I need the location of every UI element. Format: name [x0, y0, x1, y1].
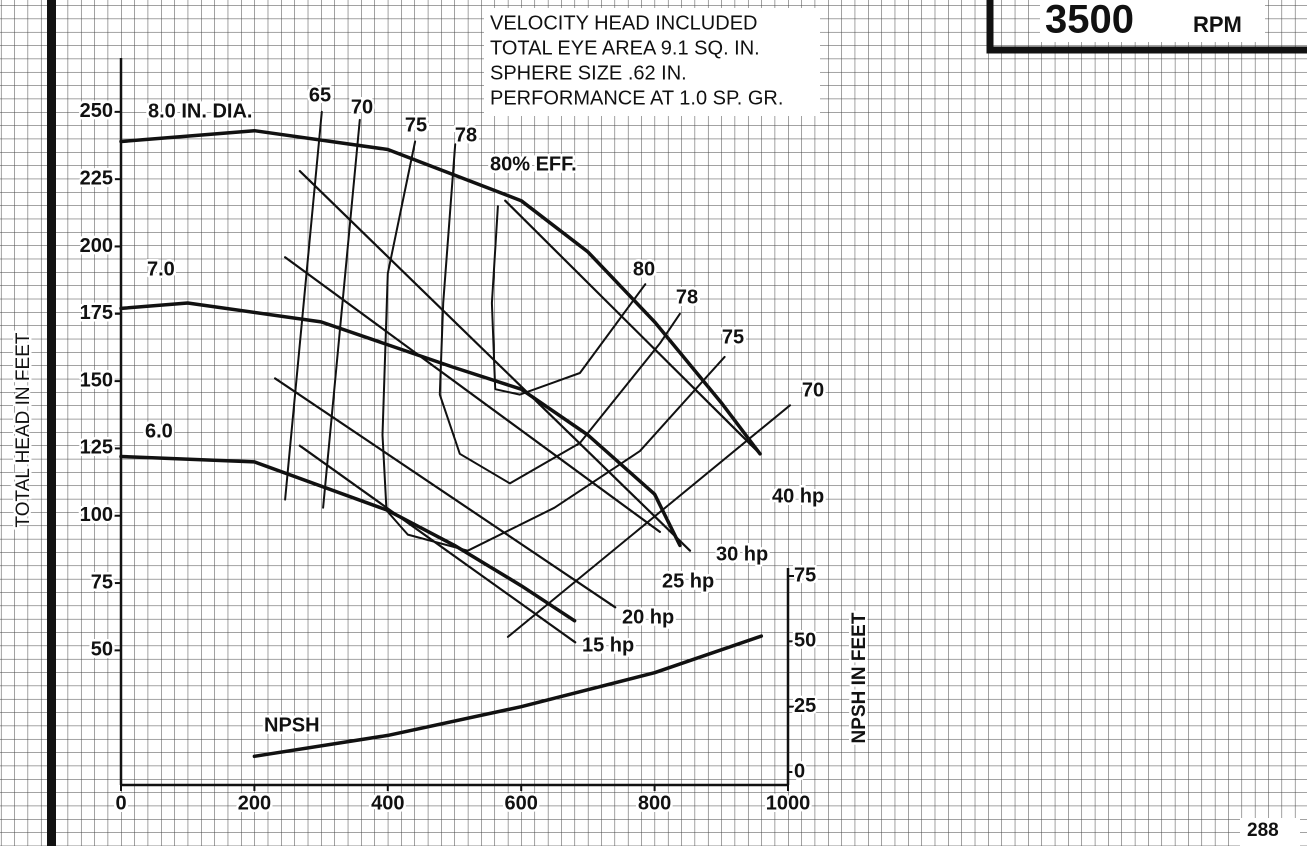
y-tick-label: 125 [80, 437, 113, 459]
diameter-curve [119, 301, 682, 548]
power-curve [298, 170, 692, 552]
efficiency-label: 65 [309, 84, 331, 106]
power-label: 40 hp [772, 485, 824, 507]
efficiency-label: 78 [455, 124, 477, 146]
note-line: VELOCITY HEAD INCLUDED [490, 12, 757, 34]
y-tick-label: 50 [91, 639, 113, 661]
y-tick-label: 150 [80, 369, 113, 391]
y2-tick-label: 50 [794, 630, 816, 652]
npsh-label: NPSH [264, 714, 320, 736]
efficiency-curve [284, 110, 323, 501]
power-label: 15 hp [582, 634, 634, 656]
diameter-label: 6.0 [145, 420, 173, 442]
efficiency-curve [322, 118, 791, 638]
diameter-curve [119, 454, 577, 623]
note-line: PERFORMANCE AT 1.0 SP. GR. [490, 87, 783, 109]
power-curve [298, 444, 577, 644]
npsh-curve [252, 634, 764, 759]
page-box [1240, 818, 1300, 846]
notes: VELOCITY HEAD INCLUDED TOTAL EYE AREA 9.1… [490, 12, 783, 109]
y-tick-label: 75 [91, 571, 113, 593]
y2-tick-label: 25 [794, 695, 816, 717]
efficiency-end-label: 80 [633, 258, 655, 280]
y2-axis-label: NPSH IN FEET [849, 612, 870, 743]
y2-tick-label: 0 [794, 760, 805, 782]
x-tick-label: 0 [115, 792, 126, 814]
diameter-label: 7.0 [147, 258, 175, 280]
efficiency-label: 80% EFF. [490, 153, 577, 175]
y2-tick-label: 75 [794, 564, 816, 586]
efficiency-label: 70 [351, 96, 373, 118]
binding-rule [47, 0, 56, 846]
rpm-unit: RPM [1193, 12, 1242, 37]
y-tick-label: 175 [80, 302, 113, 324]
rpm-value: 3500 [1045, 0, 1134, 42]
rpm-box [1040, 0, 1265, 42]
diameter-curve [119, 128, 762, 456]
efficiency-end-label: 78 [676, 286, 698, 308]
power-curve [284, 256, 661, 533]
efficiency-end-label: 75 [722, 326, 744, 348]
power-label: 30 hp [716, 543, 768, 565]
page-number: 288 [1247, 820, 1279, 841]
notes-box [484, 8, 820, 116]
y-axis-label: TOTAL HEAD IN FEET [13, 332, 34, 527]
x-tick-label: 200 [238, 792, 271, 814]
efficiency-curve [381, 140, 726, 552]
power-label: 25 hp [662, 570, 714, 592]
note-line: TOTAL EYE AREA 9.1 SQ. IN. [490, 37, 760, 59]
power-curve [274, 377, 617, 609]
power-label: 20 hp [622, 606, 674, 628]
x-tick-label: 1000 [766, 792, 811, 814]
rpm-frame [986, 0, 1307, 54]
note-line: SPHERE SIZE .62 IN. [490, 62, 687, 84]
power-curve [504, 199, 762, 455]
y-tick-label: 200 [80, 235, 113, 257]
efficiency-curve [438, 143, 681, 485]
x-tick-label: 800 [638, 792, 671, 814]
efficiency-end-label: 70 [802, 379, 824, 401]
x-tick-label: 600 [505, 792, 538, 814]
diameter-label: 8.0 IN. DIA. [148, 100, 252, 122]
x-tick-label: 400 [371, 792, 404, 814]
y-tick-label: 250 [80, 100, 113, 122]
efficiency-curve [490, 205, 647, 396]
y-tick-label: 100 [80, 504, 113, 526]
efficiency-label: 75 [405, 114, 427, 136]
y-tick-label: 225 [80, 167, 113, 189]
